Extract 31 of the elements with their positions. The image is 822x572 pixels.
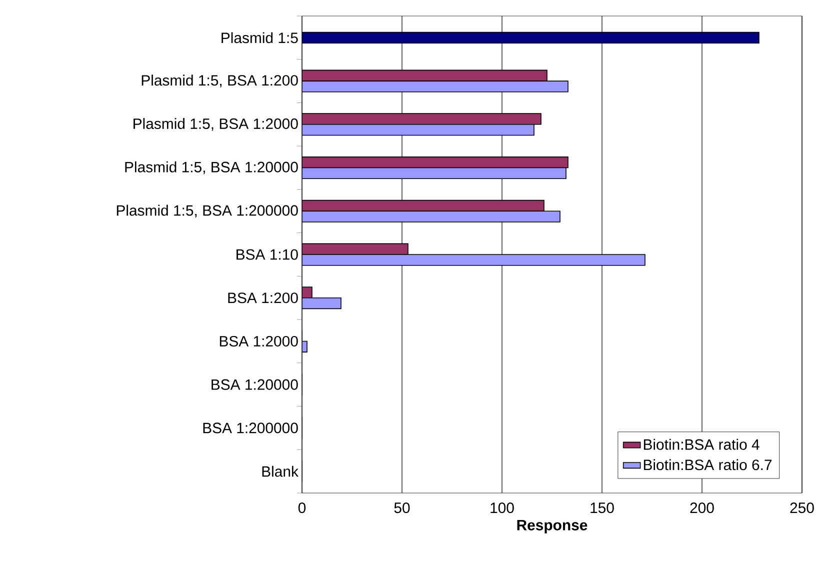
bar xyxy=(302,156,568,168)
y-tick-label: BSA 1:2000 xyxy=(220,336,298,347)
bar xyxy=(302,210,560,222)
bar xyxy=(302,243,408,255)
bar xyxy=(302,80,568,92)
bar xyxy=(302,254,646,266)
y-tick-label: Plasmid 1:5, BSA 1:200000 xyxy=(116,204,298,218)
bar xyxy=(302,70,548,82)
y-tick-label: Plasmid 1:5, BSA 1:200 xyxy=(142,74,298,88)
bar xyxy=(302,113,542,125)
y-tick-label: Plasmid 1:5, BSA 1:2000 xyxy=(134,118,298,131)
x-tick-label: 0 xyxy=(298,502,306,514)
bar xyxy=(302,200,544,212)
x-tick-label: 200 xyxy=(690,502,714,514)
y-tick-label: BSA 1:200 xyxy=(228,292,298,304)
x-tick-label: 150 xyxy=(590,502,614,514)
bar xyxy=(302,297,342,310)
x-tick-label: 100 xyxy=(490,502,514,514)
y-tick-label: BSA 1:200000 xyxy=(203,422,298,434)
legend-label: Biotin:BSA ratio 6.7 xyxy=(644,459,772,470)
x-tick-label: 250 xyxy=(790,502,814,514)
y-tick-label: Plasmid 1:5, BSA 1:20000 xyxy=(125,161,298,174)
x-tick-label: 50 xyxy=(394,502,410,514)
x-axis-title: Response xyxy=(517,520,588,534)
bar xyxy=(302,167,566,180)
y-tick-label: Plasmid 1:5 xyxy=(222,32,298,44)
y-tick-label: BSA 1:20000 xyxy=(212,379,298,390)
y-tick-label: Blank xyxy=(262,466,298,477)
bar xyxy=(302,124,534,136)
legend-label: Biotin:BSA ratio 4 xyxy=(644,438,760,450)
y-tick-label: BSA 1:10 xyxy=(236,249,298,260)
